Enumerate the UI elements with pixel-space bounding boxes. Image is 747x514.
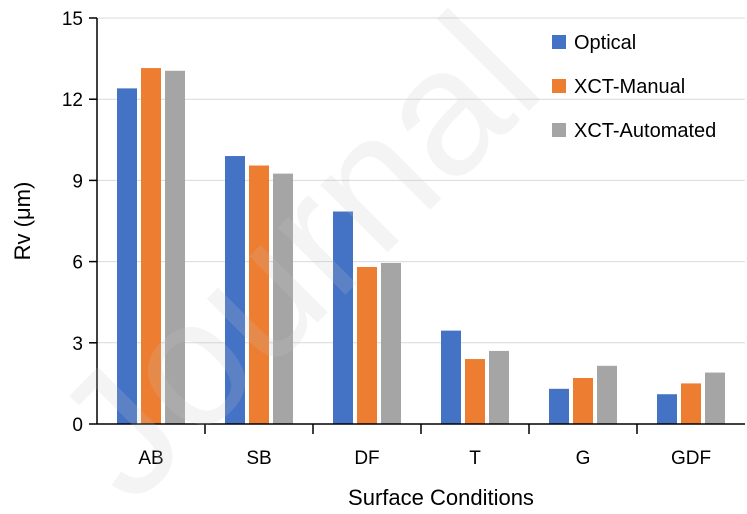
x-tick-label: T bbox=[469, 448, 481, 469]
bar-sb-xct-manual bbox=[249, 165, 269, 424]
bars bbox=[117, 68, 725, 425]
watermark: Journal bbox=[17, 0, 577, 514]
x-axis-title: Surface Conditions bbox=[348, 485, 534, 510]
x-tick-label: GDF bbox=[671, 448, 711, 469]
legend-label-xct-automated: XCT-Automated bbox=[574, 120, 716, 142]
bar-df-xct-manual bbox=[357, 267, 377, 424]
bar-t-optical bbox=[441, 330, 461, 424]
x-tick-labels: AB SB DF T G GDF bbox=[138, 448, 711, 469]
bar-ab-optical bbox=[117, 88, 137, 424]
bar-ab-xct-automated bbox=[165, 70, 185, 424]
y-tick-label: 15 bbox=[62, 9, 83, 30]
y-tick-label: 9 bbox=[72, 171, 83, 192]
y-axis-title: Rv (μm) bbox=[10, 182, 35, 261]
bar-sb-optical bbox=[225, 156, 245, 425]
legend-swatch-xct-automated bbox=[552, 123, 566, 137]
bar-g-xct-automated bbox=[597, 365, 617, 424]
y-tick-labels: 0 3 6 9 12 15 bbox=[62, 9, 83, 436]
bar-gdf-xct-manual bbox=[681, 383, 701, 424]
bar-ab-xct-manual bbox=[141, 68, 161, 424]
bar-df-optical bbox=[333, 211, 353, 424]
bar-sb-xct-automated bbox=[273, 173, 293, 424]
axes bbox=[89, 17, 745, 434]
bar-t-xct-manual bbox=[465, 359, 485, 424]
legend-label-optical: Optical bbox=[574, 32, 636, 54]
y-tick-label: 12 bbox=[62, 90, 83, 111]
x-tick-label: DF bbox=[354, 448, 379, 469]
x-tick-label: SB bbox=[246, 448, 271, 469]
bar-g-optical bbox=[549, 388, 569, 424]
y-tick-label: 6 bbox=[72, 253, 83, 274]
bar-t-xct-automated bbox=[489, 350, 509, 424]
bar-gdf-optical bbox=[657, 394, 677, 424]
x-tick-label: G bbox=[576, 448, 591, 469]
legend-swatch-xct-manual bbox=[552, 79, 566, 93]
legend-label-xct-manual: XCT-Manual bbox=[574, 76, 685, 98]
bar-g-xct-manual bbox=[573, 377, 593, 424]
y-tick-label: 3 bbox=[72, 334, 83, 355]
bar-gdf-xct-automated bbox=[705, 372, 725, 424]
legend-swatch-optical bbox=[552, 35, 566, 49]
y-tick-label: 0 bbox=[72, 415, 83, 436]
x-tick-label: AB bbox=[138, 448, 163, 469]
bar-df-xct-automated bbox=[381, 262, 401, 424]
legend: Optical XCT-Manual XCT-Automated bbox=[552, 32, 716, 142]
gridlines bbox=[97, 17, 745, 344]
